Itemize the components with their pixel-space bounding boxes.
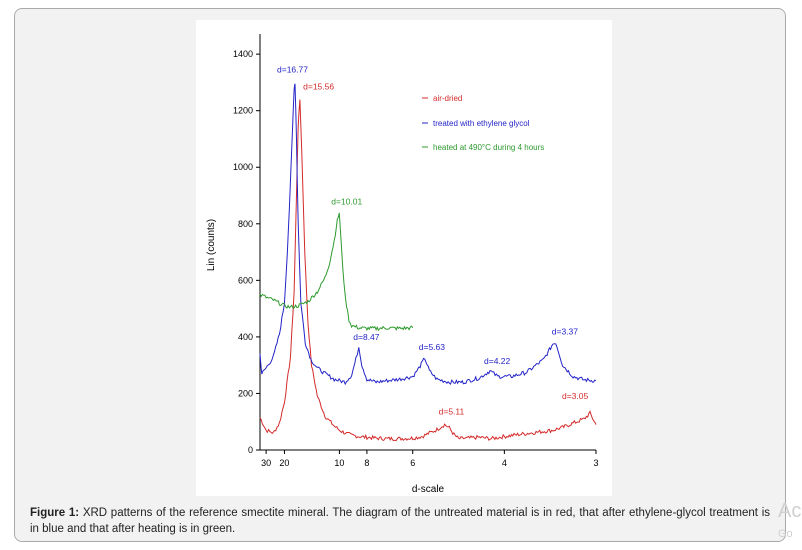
peak-label: d=15.56 (303, 81, 334, 91)
series-line-2 (259, 212, 414, 332)
watermark-subtext: Go (778, 528, 793, 540)
y-tick-label: 800 (238, 219, 253, 229)
series-line-0 (259, 99, 597, 442)
figure-caption: Figure 1: XRD patterns of the reference … (30, 505, 770, 537)
watermark-text: Ac (778, 500, 802, 522)
x-axis-label: d-scale (412, 484, 445, 495)
x-tick-label: 6 (410, 458, 415, 468)
y-tick-label: 200 (238, 388, 253, 398)
y-tick-label: 600 (238, 275, 253, 285)
x-tick-label: 10 (334, 458, 344, 468)
legend-label: air-dried (433, 94, 462, 103)
legend-label: treated with ethylene glycol (433, 119, 530, 128)
y-tick-label: 1000 (233, 162, 253, 172)
x-tick-label: 4 (502, 458, 507, 468)
caption-label: Figure 1: (30, 507, 80, 519)
y-tick-label: 1200 (233, 106, 253, 116)
peak-label: d=3.37 (552, 327, 579, 337)
legend-label: heated at 490°C during 4 hours (433, 143, 544, 152)
series-line-1 (259, 83, 597, 386)
caption-text: XRD patterns of the reference smectite m… (30, 507, 770, 535)
peak-label: d=8.47 (353, 332, 380, 342)
peak-label: d=3.05 (562, 391, 589, 401)
peak-label: d=4.22 (484, 356, 511, 366)
peak-label: d=10.01 (331, 196, 362, 206)
peak-label: d=16.77 (277, 64, 308, 74)
axes-layer: 0 200 400 600 800 1000 1200 1400 30 20 10 8 6 4 3 d-sca… (206, 34, 599, 495)
y-axis-label: Lin (counts) (206, 219, 217, 271)
chart-legend: air-dried treated with ethylene glycol hea… (422, 94, 544, 152)
x-tick-label: 30 (261, 458, 271, 468)
y-tick-label: 0 (248, 445, 253, 455)
x-tick-label: 8 (364, 458, 369, 468)
peak-label: d=5.63 (419, 342, 446, 352)
plot-panel: 0 200 400 600 800 1000 1200 1400 30 20 10 8 6 4 3 d-sca… (196, 20, 612, 496)
y-tick-label: 1400 (233, 49, 253, 59)
series-layer (259, 83, 597, 442)
peak-label: d=5.11 (439, 407, 465, 417)
xrd-chart: 0 200 400 600 800 1000 1200 1400 30 20 10 8 6 4 3 d-sca… (206, 34, 599, 495)
y-tick-label: 400 (238, 332, 253, 342)
x-tick-label: 3 (593, 458, 598, 468)
peak-labels-layer: d=16.77 d=15.56 d=10.01 d=8.47 d=5.63 d=4.22 d… (277, 64, 588, 416)
x-tick-label: 20 (279, 458, 289, 468)
